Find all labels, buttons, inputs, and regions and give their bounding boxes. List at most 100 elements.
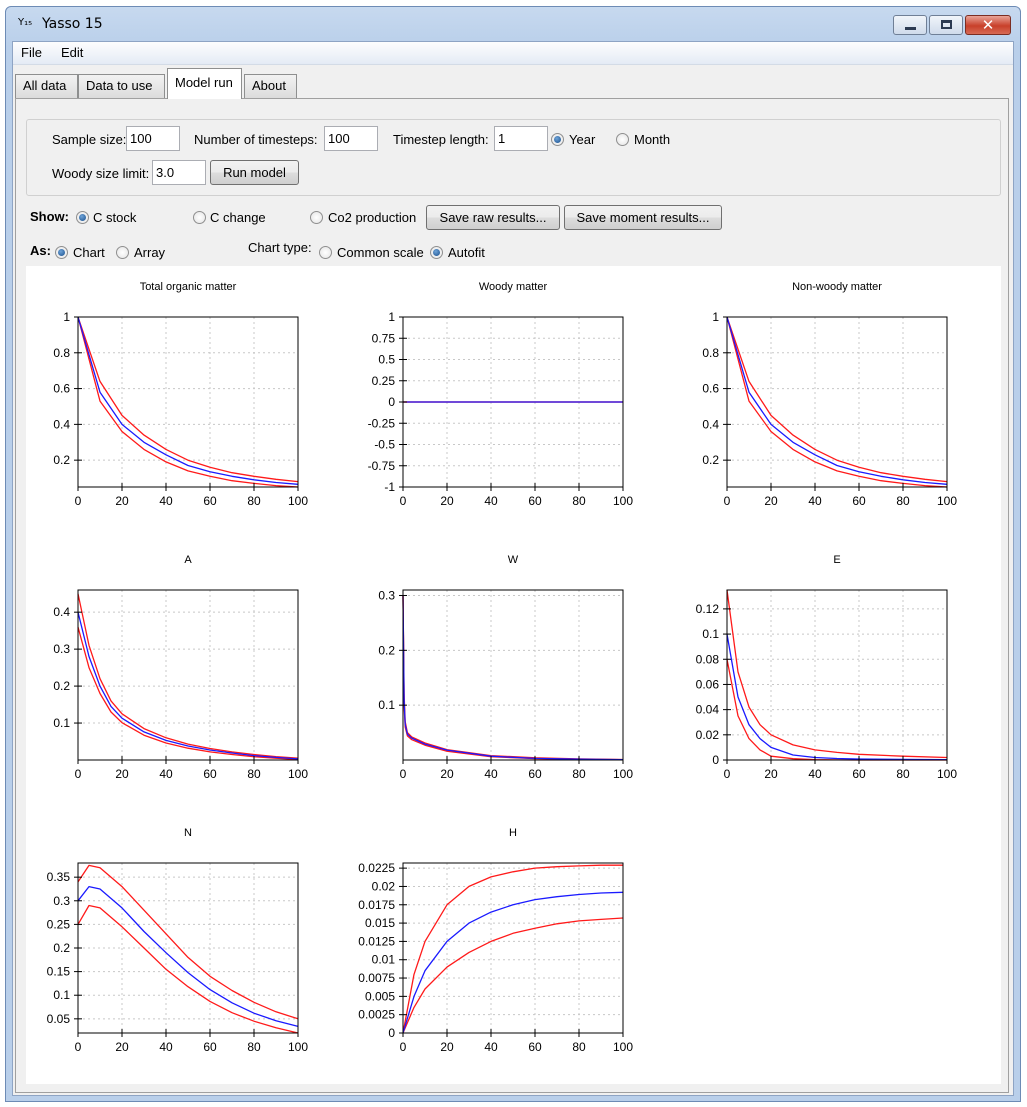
year-radio[interactable]: [551, 133, 564, 146]
x-tick-label: 80: [896, 494, 910, 508]
month-radio[interactable]: [616, 133, 629, 146]
chart-title: H: [509, 827, 517, 839]
common-scale-label[interactable]: Common scale: [337, 245, 424, 260]
c-change-radio[interactable]: [193, 211, 206, 224]
y-tick-label: 0.02: [696, 728, 720, 742]
x-tick-label: 60: [203, 1040, 217, 1054]
y-tick-label: 0.6: [53, 382, 70, 396]
x-tick-label: 0: [75, 767, 82, 781]
chart-4: W 0 20 40 60 80 100 0.3 0.2 0.1: [378, 554, 633, 781]
series-line-upper: [402, 595, 624, 761]
menu-bar: File Edit: [13, 42, 1013, 65]
x-tick-label: 20: [440, 494, 454, 508]
timesteps-input[interactable]: [324, 126, 378, 151]
save-moment-results-button[interactable]: Save moment results...: [564, 205, 722, 230]
x-tick-label: 80: [896, 767, 910, 781]
array-radio[interactable]: [116, 246, 129, 259]
x-tick-label: 40: [484, 1040, 498, 1054]
plot-frame: [726, 589, 948, 761]
autofit-label[interactable]: Autofit: [448, 245, 485, 260]
co2-production-radio[interactable]: [310, 211, 323, 224]
y-tick-label: 0.005: [365, 989, 395, 1003]
y-tick-label: 0.3: [53, 642, 70, 656]
series-line-upper: [77, 316, 299, 483]
y-tick-label: 0.01: [372, 953, 396, 967]
chart-title: A: [184, 554, 192, 566]
c-stock-radio[interactable]: [76, 211, 89, 224]
y-tick-label: -0.75: [368, 459, 396, 473]
tab-about[interactable]: About: [244, 74, 297, 98]
x-tick-label: 100: [613, 1040, 633, 1054]
x-tick-label: 40: [808, 494, 822, 508]
chart-title: Woody matter: [479, 281, 548, 293]
series-line-upper: [726, 589, 948, 759]
series-line-lower: [77, 626, 299, 760]
y-tick-label: 0.0175: [358, 898, 395, 912]
charts-area: Total organic matter 0 20 40 60 80 100 1 0.8 0.6 0…: [26, 266, 1001, 1084]
series-line-lower: [77, 316, 299, 488]
menu-edit[interactable]: Edit: [61, 45, 84, 60]
y-tick-label: 0.015: [365, 916, 395, 930]
common-scale-radio[interactable]: [319, 246, 332, 259]
window-title: Yasso 15: [42, 16, 103, 32]
timestep-length-input[interactable]: [494, 126, 548, 151]
y-tick-label: 0: [712, 753, 719, 767]
woody-size-input[interactable]: [152, 160, 206, 185]
y-tick-label: 0.08: [696, 652, 720, 666]
sample-size-input[interactable]: [126, 126, 180, 151]
tab-all-data[interactable]: All data: [15, 74, 78, 98]
maximize-icon: [941, 20, 952, 29]
plot-frame: [726, 316, 948, 488]
y-tick-label: 0.1: [378, 698, 395, 712]
woody-size-label: Woody size limit:: [52, 166, 150, 181]
plot-frame: [77, 589, 299, 761]
year-label[interactable]: Year: [569, 132, 596, 147]
chart-0: Total organic matter 0 20 40 60 80 100 1 0.8 0.6 0…: [53, 281, 308, 508]
tab-model-run[interactable]: Model run: [167, 68, 242, 99]
y-tick-label: -0.25: [368, 416, 396, 430]
model-run-panel: Sample size: Number of timesteps: Timest…: [15, 98, 1009, 1093]
x-tick-label: 40: [484, 767, 498, 781]
chart-7: H 0 20 40 60 80 100 0.0225 0.02 0.0175 0.015 0.0125…: [358, 827, 633, 1054]
array-label[interactable]: Array: [134, 245, 166, 260]
tab-data-to-use[interactable]: Data to use: [78, 74, 165, 98]
run-model-button[interactable]: Run model: [210, 160, 299, 185]
x-tick-label: 40: [159, 494, 173, 508]
y-tick-label: 0.75: [372, 331, 396, 345]
y-tick-label: 0.4: [53, 605, 70, 619]
series-line-mean: [402, 891, 624, 1034]
title-bar[interactable]: Y₁₅ Yasso 15 ✕: [6, 7, 1020, 41]
menu-file[interactable]: File: [21, 45, 42, 60]
sample-size-label: Sample size:: [52, 132, 127, 147]
chart-radio[interactable]: [55, 246, 68, 259]
x-tick-label: 40: [159, 767, 173, 781]
autofit-radio[interactable]: [430, 246, 443, 259]
chart-title: N: [184, 827, 192, 839]
chart-label[interactable]: Chart: [73, 245, 105, 260]
minimize-button[interactable]: [893, 15, 927, 35]
c-stock-label[interactable]: C stock: [93, 210, 137, 225]
chart-6: N 0 20 40 60 80 100 0.35 0.3 0.25 0.2 0.15 0.1 0.05: [47, 827, 309, 1054]
x-tick-label: 40: [808, 767, 822, 781]
maximize-button[interactable]: [929, 15, 963, 35]
x-tick-label: 80: [572, 494, 586, 508]
y-tick-label: 0.04: [696, 703, 720, 717]
y-tick-label: 0.12: [696, 602, 720, 616]
close-icon: ✕: [981, 16, 995, 34]
month-label[interactable]: Month: [634, 132, 671, 147]
save-raw-results-button[interactable]: Save raw results...: [426, 205, 560, 230]
x-tick-label: 20: [115, 1040, 129, 1054]
plot-frame: [77, 316, 299, 488]
x-tick-label: 60: [203, 767, 217, 781]
y-tick-label: 0.8: [702, 346, 719, 360]
c-change-label[interactable]: C change: [210, 210, 266, 225]
series-line-mean: [77, 612, 299, 760]
y-tick-label: 0.2: [53, 941, 70, 955]
y-tick-label: 1: [388, 310, 395, 324]
co2-production-label[interactable]: Co2 production: [328, 210, 417, 225]
x-tick-label: 100: [937, 494, 957, 508]
y-tick-label: 0.8: [53, 346, 70, 360]
plot-frame: [402, 589, 624, 761]
show-label: Show:: [30, 209, 69, 224]
close-button[interactable]: ✕: [965, 15, 1011, 35]
